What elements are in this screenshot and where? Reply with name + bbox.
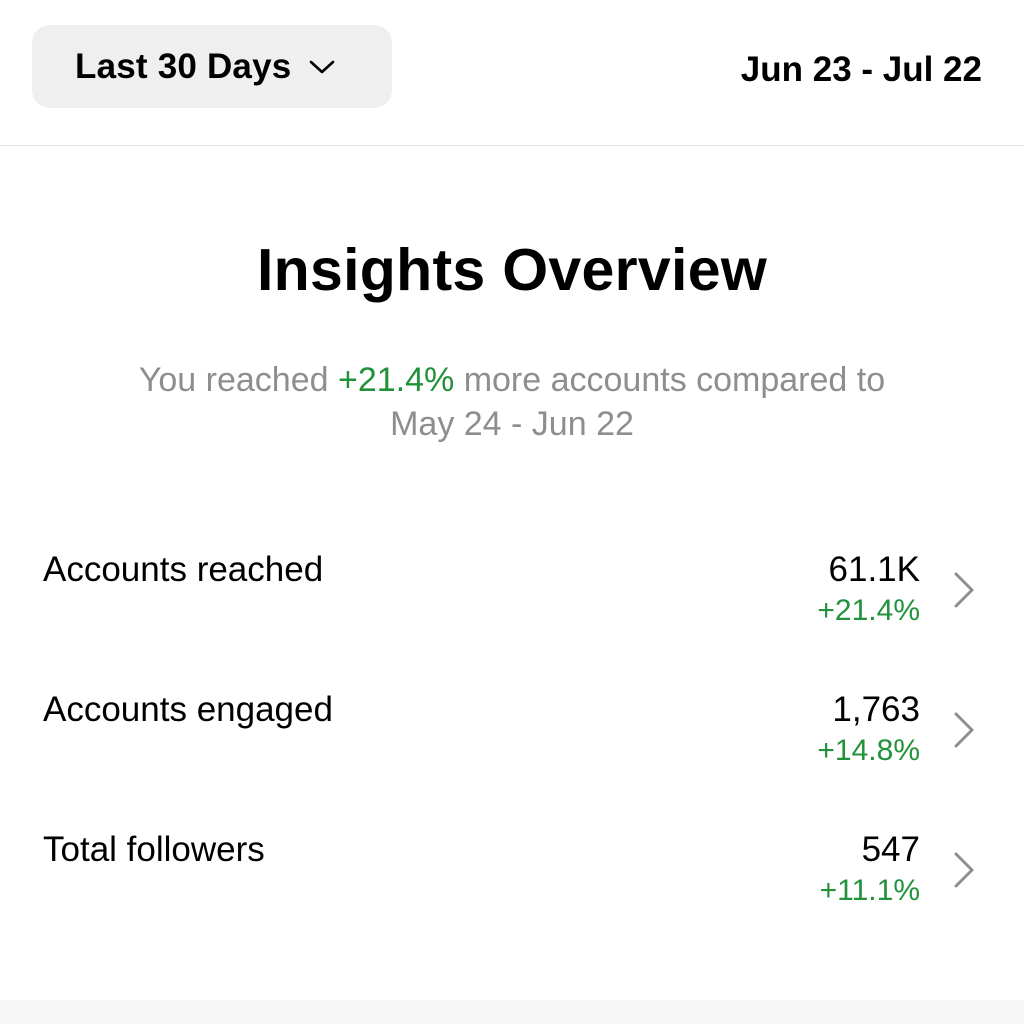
summary-suffix: more accounts compared to [454,361,886,399]
metric-label: Accounts reached [43,550,324,589]
reach-summary: You reached +21.4% more accounts compare… [62,358,962,446]
metric-value: 547 [861,830,920,869]
date-range-dropdown[interactable]: Last 30 Days [32,25,392,108]
section-divider [0,1000,1024,1024]
date-range-dropdown-label: Last 30 Days [75,46,292,86]
metric-row-total-followers[interactable]: Total followers 547 +11.1% [0,830,1024,950]
chevron-right-icon [954,572,974,608]
page-title: Insights Overview [256,237,768,303]
chevron-right-icon [954,712,974,748]
metric-row-accounts-engaged[interactable]: Accounts engaged 1,763 +14.8% [0,690,1024,810]
chevron-down-icon [310,60,335,73]
metric-label: Total followers [43,830,265,869]
metric-change: +21.4% [817,594,920,627]
current-date-range: Jun 23 - Jul 22 [740,50,982,89]
metric-value: 1,763 [832,690,920,729]
summary-comparison-period: May 24 - Jun 22 [390,405,634,443]
chevron-right-icon [954,852,974,888]
metric-change: +14.8% [817,734,920,767]
metric-change: +11.1% [819,874,920,907]
summary-percentage: +21.4% [337,361,455,399]
summary-prefix: You reached [138,361,338,399]
header-bar: Last 30 Days Jun 23 - Jul 22 [0,0,1024,146]
metric-label: Accounts engaged [43,690,333,729]
metric-row-accounts-reached[interactable]: Accounts reached 61.1K +21.4% [0,550,1024,670]
metric-value: 61.1K [828,550,920,589]
